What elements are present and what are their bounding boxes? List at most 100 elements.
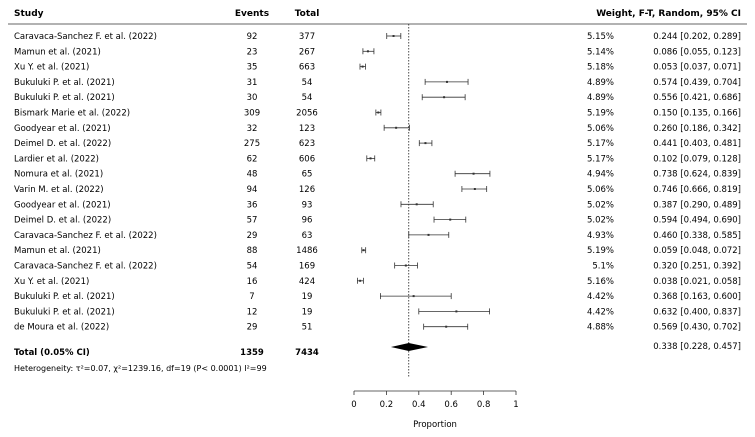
study-row: Nomura et al. (2021) 48 65 4.94% 0.738 [0.62… (14, 170, 741, 180)
row-study: Bukuluki P. et al. (2021) (14, 93, 115, 103)
row-ci: 0.102 [0.079, 0.128] (653, 154, 741, 164)
study-row: Goodyear et al. (2021) 36 93 5.02% 0.387 [0.… (14, 200, 741, 210)
study-row: Mamun et al. (2021) 88 1486 5.19% 0.059 [0.0… (14, 246, 741, 256)
row-total: 623 (299, 139, 315, 149)
row-study: Xu Y. et al. (2021) (14, 277, 89, 287)
row-total: 65 (302, 170, 313, 180)
row-study: Caravaca-Sanchez F. et al. (2022) (14, 32, 157, 42)
row-total: 663 (299, 63, 315, 73)
row-total: 123 (299, 124, 315, 134)
row-events: 12 (247, 307, 258, 317)
header-events: Events (235, 9, 269, 19)
row-weight: 5.16% (587, 277, 614, 287)
total-ci: 0.338 [0.228, 0.457] (653, 342, 741, 352)
row-events: 88 (247, 246, 258, 256)
study-row: Bismark Marie et al. (2022) 309 2056 5.19% 0… (14, 109, 741, 119)
row-study: Mamun et al. (2021) (14, 246, 101, 256)
study-row: Goodyear et al. (2021) 32 123 5.06% 0.260 [0… (14, 124, 741, 134)
row-weight: 5.17% (587, 154, 614, 164)
study-row: Bukuluki P. et al. (2021) 31 54 4.89% 0.574 … (14, 78, 741, 88)
row-ci: 0.569 [0.430, 0.702] (653, 323, 741, 333)
header-study: Study (14, 9, 44, 19)
row-events: 29 (247, 323, 258, 333)
row-events: 62 (247, 154, 258, 164)
study-row: Bukuluki P. et al. (2021) 30 54 4.89% 0.556 … (14, 93, 741, 103)
point-estimate (359, 279, 362, 282)
row-weight: 4.94% (587, 170, 614, 180)
study-row: Bukuluki P. et al. (2021) 12 19 4.42% 0.632 … (14, 307, 741, 317)
row-events: 36 (247, 200, 258, 210)
row-study: Goodyear et al. (2021) (14, 200, 111, 210)
row-ci: 0.059 [0.048, 0.072] (653, 246, 741, 256)
row-weight: 4.89% (587, 78, 614, 88)
point-estimate (415, 203, 418, 206)
row-total: 19 (302, 292, 313, 302)
row-total: 377 (299, 32, 315, 42)
row-ci: 0.320 [0.251, 0.392] (653, 262, 741, 272)
study-row: Caravaca-Sanchez F. et al. (2022) 29 63 4.9… (14, 231, 741, 241)
study-row: Bukuluki P. et al. (2021) 7 19 4.42% 0.368 [… (14, 292, 741, 302)
study-row: Varin M. et al. (2022) 94 126 5.06% 0.746 [0… (14, 185, 741, 195)
row-events: 48 (247, 170, 258, 180)
point-estimate (404, 264, 407, 267)
row-study: Nomura et al. (2021) (14, 170, 103, 180)
row-ci: 0.053 [0.037, 0.071] (653, 63, 741, 73)
row-events: 57 (247, 216, 258, 226)
row-weight: 5.19% (587, 109, 614, 119)
x-tick-label: 0.2 (380, 400, 394, 410)
row-total: 96 (302, 216, 313, 226)
study-row: Xu Y. et al. (2021) 35 663 5.18% 0.053 [0.03… (14, 63, 741, 73)
row-total: 2056 (296, 109, 318, 119)
row-total: 267 (299, 47, 315, 57)
x-axis: 0 0.2 0.4 0.6 0.8 1 (351, 390, 519, 410)
study-rows: Caravaca-Sanchez F. et al. (2022) 92 377 5.… (14, 32, 741, 333)
point-estimate (427, 233, 430, 236)
row-weight: 5.17% (587, 139, 614, 149)
row-study: Bismark Marie et al. (2022) (14, 109, 130, 119)
study-row: Deimel D. et al. (2022) 57 96 5.02% 0.594 [0… (14, 216, 741, 226)
point-estimate (361, 65, 364, 68)
row-ci: 0.150 [0.135, 0.166] (653, 109, 741, 119)
row-total: 424 (299, 277, 315, 287)
row-study: Bukuluki P. et al. (2021) (14, 307, 115, 317)
row-ci: 0.441 [0.403, 0.481] (653, 139, 741, 149)
point-estimate (392, 35, 395, 37)
row-ci: 0.746 [0.666, 0.819] (653, 185, 741, 195)
point-estimate (412, 295, 415, 298)
row-study: Bukuluki P. et al. (2021) (14, 292, 115, 302)
study-row: Lardier et al. (2022) 62 606 5.17% 0.102 [0.… (14, 154, 741, 164)
row-events: 31 (247, 78, 258, 88)
row-ci: 0.368 [0.163, 0.600] (653, 292, 741, 302)
row-study: de Moura et al. (2022) (14, 323, 109, 333)
point-estimate (443, 96, 446, 99)
row-weight: 5.06% (587, 185, 614, 195)
row-events: 94 (247, 185, 258, 195)
row-weight: 5.18% (587, 63, 614, 73)
study-row: Caravaca-Sanchez F. et al. (2022) 54 169 5.… (14, 262, 741, 272)
row-weight: 4.88% (587, 323, 614, 333)
row-ci: 0.632 [0.400, 0.837] (653, 307, 741, 317)
row-total: 19 (302, 307, 313, 317)
row-total: 1486 (296, 246, 318, 256)
row-study: Lardier et al. (2022) (14, 154, 99, 164)
x-tick-label: 0 (351, 400, 356, 410)
row-weight: 5.14% (587, 47, 614, 57)
row-weight: 4.89% (587, 93, 614, 103)
row-events: 16 (247, 277, 258, 287)
row-total: 54 (302, 78, 313, 88)
row-weight: 5.1% (592, 262, 614, 272)
study-row: Xu Y. et al. (2021) 16 424 5.16% 0.038 [0.02… (14, 277, 741, 287)
row-study: Xu Y. et al. (2021) (14, 63, 89, 73)
row-ci: 0.038 [0.021, 0.058] (653, 277, 741, 287)
point-estimate (473, 188, 476, 190)
row-ci: 0.460 [0.338, 0.585] (653, 231, 741, 241)
row-weight: 4.42% (587, 307, 614, 317)
row-events: 309 (244, 109, 260, 119)
row-events: 35 (247, 63, 258, 73)
x-tick-label: 0.8 (477, 400, 491, 410)
row-ci: 0.556 [0.421, 0.686] (653, 93, 741, 103)
header-weight-ci: Weight, F-T, Random, 95% CI (596, 9, 741, 19)
x-tick-label: 1 (513, 400, 518, 410)
study-row: de Moura et al. (2022) 29 51 4.88% 0.569 [0.… (14, 323, 741, 333)
